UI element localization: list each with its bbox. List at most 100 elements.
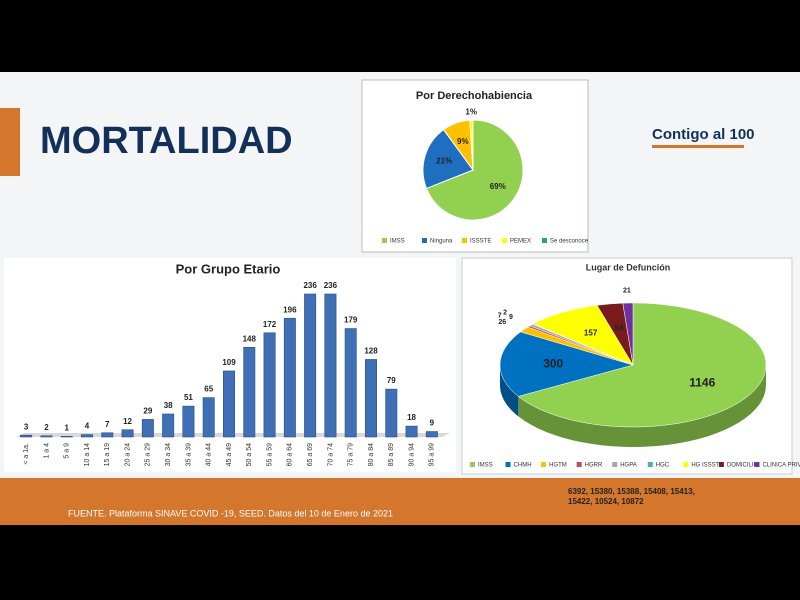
bar xyxy=(60,436,73,438)
source: FUENTE. Plataforma SINAVE COVID -19, SEE… xyxy=(68,508,393,518)
data-label: 9% xyxy=(457,137,469,146)
x-tick-label: 95 a 99 xyxy=(429,443,436,466)
x-tick-label: 65 a 69 xyxy=(307,443,314,466)
x-tick-label: 5 a 9 xyxy=(64,443,71,459)
legend-swatch xyxy=(754,462,760,467)
x-tick-label: 90 a 94 xyxy=(408,443,415,466)
x-tick-label: 40 a 44 xyxy=(206,443,213,466)
legend-label: PEMEX xyxy=(510,239,531,245)
page-title: MORTALIDAD xyxy=(40,120,293,162)
legend-label: CLINICA PRIVADA xyxy=(762,463,800,469)
legend-swatch xyxy=(470,462,475,467)
legend-label: HGC xyxy=(656,463,670,469)
legend-swatch xyxy=(718,462,724,467)
data-label: 1 xyxy=(64,424,69,433)
legend-label: IMSS xyxy=(390,239,405,245)
bar xyxy=(324,293,337,438)
x-tick-label: 30 a 34 xyxy=(165,443,172,466)
data-label: 38 xyxy=(164,401,173,410)
x-tick-label: 60 a 64 xyxy=(287,443,294,466)
legend-label: HG ISSSTE xyxy=(691,463,723,469)
pie-slice-side xyxy=(500,365,519,417)
data-label: 9 xyxy=(509,314,513,321)
data-label: 69% xyxy=(490,182,506,191)
data-label: 29 xyxy=(143,407,152,416)
pie-slice-side xyxy=(518,365,766,447)
data-label: 1146 xyxy=(689,376,715,390)
bar xyxy=(40,435,53,438)
bar xyxy=(243,347,256,438)
bar xyxy=(425,431,438,438)
data-label: 2 xyxy=(44,423,49,432)
x-tick-label: 80 a 84 xyxy=(368,443,375,466)
legend-label: HGTM xyxy=(549,463,567,469)
pie-slice xyxy=(517,302,767,428)
data-label: 148 xyxy=(243,334,257,343)
x-tick-label: 70 a 74 xyxy=(327,443,334,466)
pie-slice xyxy=(422,128,474,190)
legend-label: ISSSTE xyxy=(470,239,491,245)
legend-label: IMSS xyxy=(478,463,493,469)
pie-slice xyxy=(499,331,634,397)
x-tick-label: 35 a 39 xyxy=(185,443,192,466)
bar xyxy=(365,359,377,438)
x-tick-label: 20 a 24 xyxy=(124,443,131,466)
chart-title: Por Grupo Etario xyxy=(176,261,281,276)
data-label: 300 xyxy=(543,357,563,371)
bar xyxy=(81,434,93,438)
legend-label: Ninguna xyxy=(430,239,453,245)
data-label: 54 xyxy=(615,323,624,332)
bar xyxy=(304,293,317,438)
bar xyxy=(20,434,33,438)
data-label: 128 xyxy=(364,347,378,356)
x-tick-label: 45 a 49 xyxy=(226,443,233,466)
folios: 6392, 15380, 15388, 15408, 15413, xyxy=(568,487,695,496)
legend-label: HGPA xyxy=(620,463,637,469)
accent xyxy=(0,108,20,176)
data-label: 79 xyxy=(387,376,396,385)
data-label: 18 xyxy=(407,413,416,422)
data-label: 179 xyxy=(344,316,358,325)
data-label: 7 xyxy=(105,420,110,429)
pie-slice xyxy=(622,302,634,366)
bar xyxy=(385,388,398,438)
bar xyxy=(405,425,418,438)
bar xyxy=(162,413,175,438)
bar xyxy=(283,317,296,438)
data-label: 65 xyxy=(204,385,213,394)
chart-title: Por Derechohabiencia xyxy=(416,90,533,102)
legend-label: CHMH xyxy=(514,463,532,469)
logo-underline xyxy=(652,145,744,148)
legend-swatch xyxy=(502,238,507,243)
legend-swatch xyxy=(576,462,582,467)
x-tick-label: < a 1a. xyxy=(23,443,30,465)
legend-label: HGRR xyxy=(585,463,603,469)
data-label: 1% xyxy=(465,108,477,117)
bar xyxy=(223,370,235,438)
data-label: 236 xyxy=(303,281,317,290)
data-label: 51 xyxy=(184,393,193,402)
legend-swatch xyxy=(542,238,547,243)
legend-label: Se desconoce xyxy=(550,239,589,245)
bar xyxy=(182,405,195,438)
data-label: 2 xyxy=(503,309,507,316)
pie-slice xyxy=(425,119,524,221)
legend-label: DOMICILIO xyxy=(727,463,759,469)
data-label: 157 xyxy=(584,329,598,338)
footer-band xyxy=(0,478,800,525)
x-tick-label: 85 a 89 xyxy=(388,443,395,466)
x-tick-label: 15 a 19 xyxy=(104,443,111,466)
legend-swatch xyxy=(647,462,653,467)
data-label: 26 xyxy=(498,319,506,326)
x-tick-label: 55 a 59 xyxy=(266,443,273,466)
data-label: 109 xyxy=(222,358,236,367)
bar xyxy=(263,332,276,438)
data-label: 3 xyxy=(24,422,29,431)
legend-swatch xyxy=(683,462,689,467)
bar xyxy=(141,419,154,438)
data-label: 236 xyxy=(324,281,338,290)
data-label: 21% xyxy=(436,157,452,166)
bar xyxy=(202,397,215,438)
